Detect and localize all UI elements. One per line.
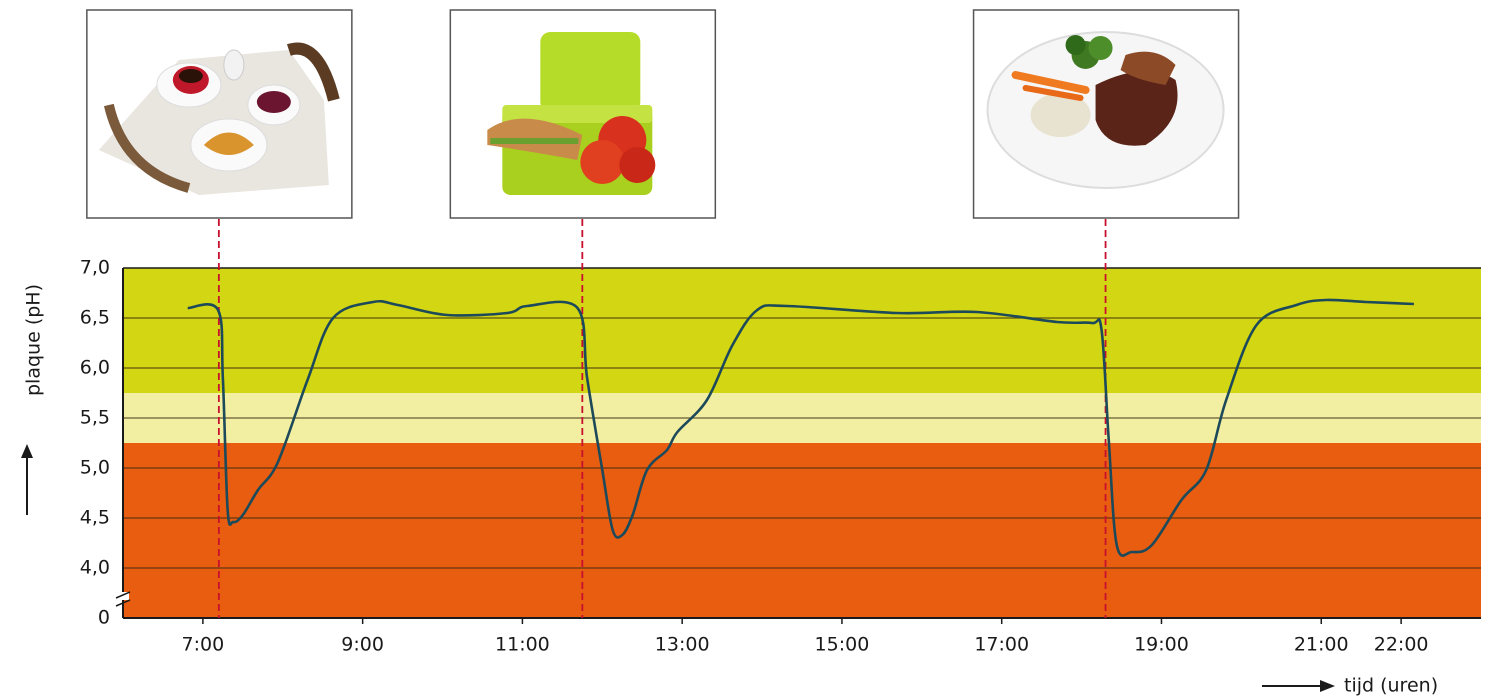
x-tick-label: 19:00 [1134, 634, 1189, 656]
axis-break [115, 591, 131, 607]
y-tick-label: 4,0 [80, 557, 110, 579]
y-tick-label: 7,0 [80, 257, 110, 279]
y-tick-label: 6,5 [80, 307, 110, 329]
x-tick-label: 7:00 [182, 634, 225, 656]
y-tick-label: 5,5 [80, 407, 110, 429]
x-axis-arrow [1262, 680, 1335, 692]
y-axis-label: plaque (pH) [23, 284, 45, 396]
x-tick-label: 11:00 [495, 634, 550, 656]
y-tick-label: 0 [98, 607, 110, 629]
x-tick-label: 13:00 [655, 634, 710, 656]
y-tick-label: 4,5 [80, 507, 110, 529]
zone-band [123, 268, 1481, 393]
y-tick-label: 5,0 [80, 457, 110, 479]
y-tick-label: 6,0 [80, 357, 110, 379]
x-tick-label: 17:00 [974, 634, 1029, 656]
plot-area [123, 268, 1481, 618]
ph-curve [187, 298, 1414, 557]
x-tick-label: 21:00 [1294, 634, 1349, 656]
y-axis-arrow [21, 444, 33, 515]
x-tick-label: 9:00 [341, 634, 384, 656]
zone-band [123, 443, 1481, 618]
x-axis-label: tijd (uren) [1344, 675, 1438, 697]
meal-photo [988, 32, 1224, 188]
x-tick-label: 15:00 [815, 634, 870, 656]
x-tick-label: 22:00 [1374, 634, 1429, 656]
axis-break [117, 592, 129, 600]
